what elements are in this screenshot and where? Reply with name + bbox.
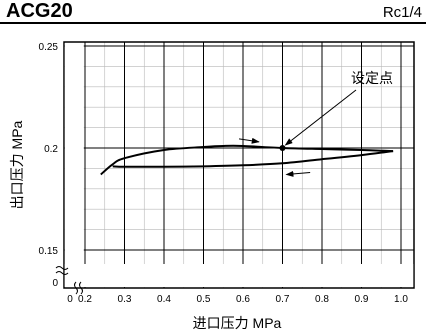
- y-break-squiggle: [55, 271, 69, 275]
- rising-direction-arrow: [238, 137, 260, 144]
- set-point-marker: [279, 145, 286, 151]
- major-grid: [64, 42, 414, 288]
- x-tick-label: 0.2: [78, 294, 92, 305]
- y-break-squiggle: [55, 266, 69, 270]
- y-tick-label: 0.25: [39, 42, 59, 53]
- y-axis-label: 出口压力 MPa: [9, 120, 25, 209]
- rising-curve: [100, 144, 394, 176]
- y-tick-label: 0.2: [44, 144, 58, 155]
- x-break-squiggle: [79, 281, 83, 295]
- falling-curve: [112, 150, 394, 168]
- x-break-squiggle: [74, 281, 78, 295]
- title-rule: [0, 22, 426, 24]
- chart-title: ACG20: [6, 0, 73, 22]
- x-tick-labels: 0 0.2 0.3 0.4 0.5 0.6 0.7 0.8 0.9 1.0: [67, 294, 408, 305]
- x-tick-label: 0.4: [157, 294, 171, 305]
- series-layer: [100, 144, 394, 176]
- annotation-layer: 设定点: [238, 70, 393, 177]
- x-tick-label: 0: [67, 294, 73, 305]
- port-size-label: Rc1/4: [382, 4, 422, 21]
- x-tick-label: 0.6: [236, 294, 250, 305]
- break-mask-y: [64, 264, 414, 287]
- x-tick-label: 0.9: [355, 294, 369, 305]
- x-tick-label: 0.5: [197, 294, 211, 305]
- x-tick-label: 0.8: [315, 294, 329, 305]
- y-tick-label: 0.15: [39, 246, 59, 257]
- x-tick-label: 0.7: [276, 294, 290, 305]
- break-mask-x: [64, 43, 84, 287]
- set-point-label: 设定点: [351, 70, 393, 86]
- axis-break: [55, 43, 414, 295]
- x-axis-label: 进口压力 MPa: [193, 315, 282, 331]
- plot-frame: [63, 41, 415, 289]
- y-tick-label: 0: [52, 278, 58, 289]
- falling-direction-arrow: [285, 170, 311, 177]
- y-tick-labels: 0 0.15 0.2 0.25: [39, 42, 59, 289]
- x-tick-label: 0.3: [118, 294, 132, 305]
- x-tick-label: 1.0: [394, 294, 408, 305]
- set-point-leader: [284, 89, 357, 146]
